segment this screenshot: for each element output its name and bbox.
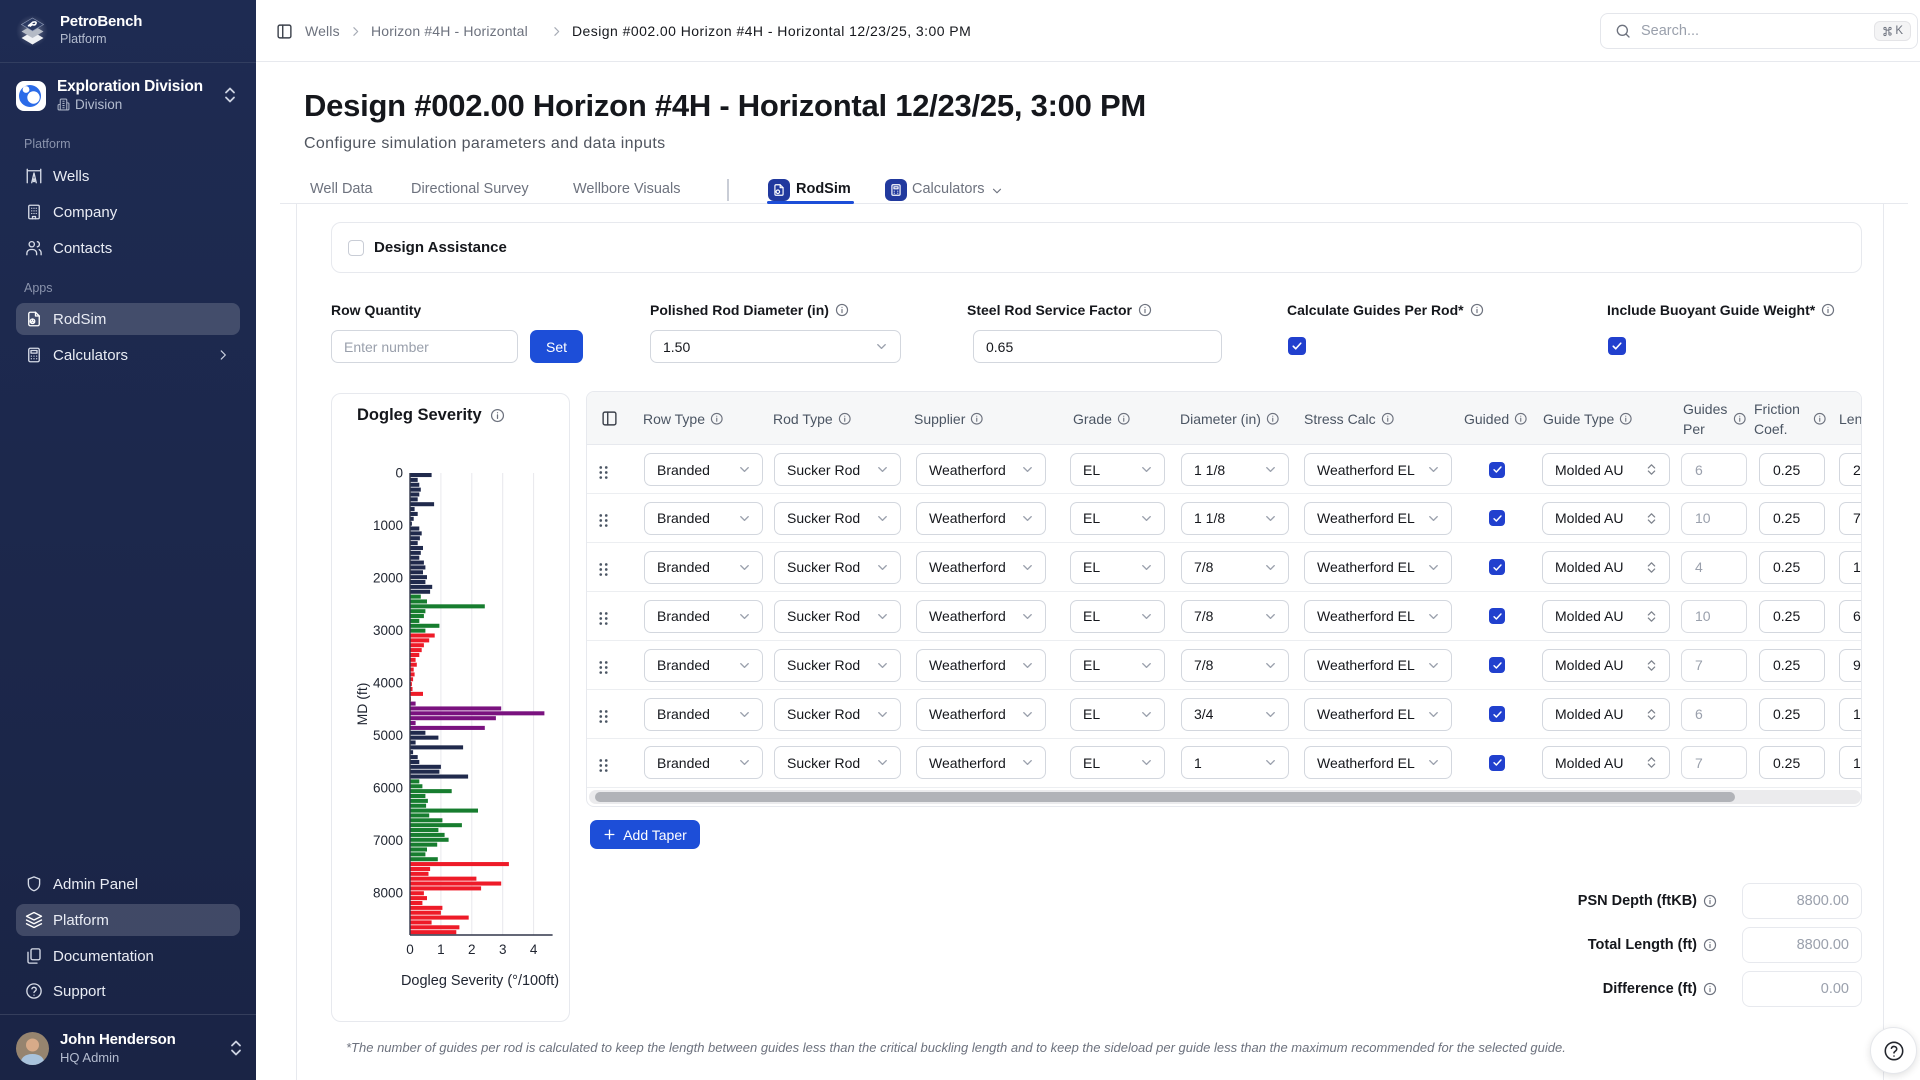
- svg-text:0: 0: [406, 942, 414, 957]
- svg-text:4: 4: [530, 942, 538, 957]
- svg-text:2000: 2000: [373, 571, 403, 586]
- svg-text:2: 2: [468, 942, 476, 957]
- svg-text:1000: 1000: [373, 518, 403, 533]
- svg-text:5000: 5000: [373, 728, 403, 743]
- svg-text:1: 1: [437, 942, 445, 957]
- svg-text:7000: 7000: [373, 833, 403, 848]
- svg-text:6000: 6000: [373, 781, 403, 796]
- svg-text:Dogleg Severity (°/100ft): Dogleg Severity (°/100ft): [401, 973, 559, 989]
- svg-text:8000: 8000: [373, 886, 403, 901]
- svg-text:MD (ft): MD (ft): [354, 683, 370, 726]
- svg-text:3: 3: [499, 942, 507, 957]
- svg-text:4000: 4000: [373, 676, 403, 691]
- svg-text:0: 0: [395, 466, 403, 481]
- svg-text:3000: 3000: [373, 623, 403, 638]
